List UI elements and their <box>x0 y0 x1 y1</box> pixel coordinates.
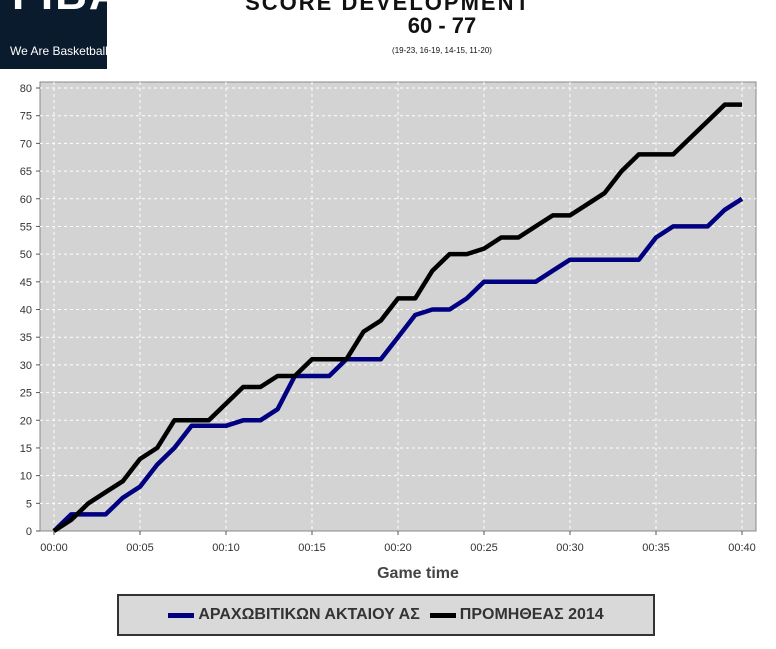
x-axis-label: Game time <box>377 565 459 582</box>
x-tick-label: 00:30 <box>556 542 584 554</box>
legend-label-team1: ΑΡΑΧΩΒΙΤΙΚΩΝ ΑΚΤΑΙΟΥ ΑΣ <box>198 606 420 623</box>
y-tick-label: 50 <box>20 249 32 261</box>
legend-label-team2: ΠΡΟΜΗΘΕΑΣ 2014 <box>459 606 604 623</box>
legend: ΑΡΑΧΩΒΙΤΙΚΩΝ ΑΚΤΑΙΟΥ ΑΣ ΠΡΟΜΗΘΕΑΣ 2014 <box>117 594 655 636</box>
fiba-logo: FIBA We Are Basketball <box>0 0 121 69</box>
y-tick-label: 30 <box>20 360 32 372</box>
x-tick-label: 00:10 <box>212 542 240 554</box>
x-tick-label: 00:15 <box>298 542 326 554</box>
quarter-scores: (19-23, 16-19, 14-15, 11-20) <box>392 46 492 55</box>
y-tick-label: 75 <box>20 111 32 123</box>
logo-brand: FIBA <box>12 0 123 20</box>
score-chart: 0 5 10 15 20 25 30 35 40 45 50 55 60 65 70 75 80 00:00 00:… <box>20 81 757 582</box>
x-tick-label: 00:40 <box>728 542 756 554</box>
y-tick-label: 15 <box>20 443 32 455</box>
legend-swatch-team1 <box>168 612 195 618</box>
y-tick-label: 55 <box>20 221 32 233</box>
series-line-1 <box>52 196 744 533</box>
y-tick-label: 0 <box>26 526 32 538</box>
y-tick-label: 25 <box>20 388 32 400</box>
y-tick-label: 45 <box>20 277 32 289</box>
final-score: 60 - 77 <box>407 13 477 38</box>
x-tick-label: 00:00 <box>40 542 68 554</box>
y-tick-label: 35 <box>20 332 32 344</box>
series-line-2 <box>52 102 742 533</box>
y-tick-label: 80 <box>20 83 32 95</box>
legend-swatch-team2 <box>429 612 456 618</box>
y-tick-label: 60 <box>20 194 32 206</box>
y-tick-label: 20 <box>20 415 32 427</box>
legend-item-team1: ΑΡΑΧΩΒΙΤΙΚΩΝ ΑΚΤΑΙΟΥ ΑΣ <box>168 606 420 624</box>
legend-item-team2: ΠΡΟΜΗΘΕΑΣ 2014 <box>429 606 604 624</box>
y-tick-label: 70 <box>20 138 32 150</box>
x-tick-label: 00:25 <box>470 542 498 554</box>
x-tick-label: 00:35 <box>642 542 670 554</box>
chart-title: SCORE DEVELOPMENT <box>245 0 531 15</box>
y-tick-label: 10 <box>20 471 32 483</box>
x-tick-label: 00:05 <box>126 542 154 554</box>
y-tick-label: 65 <box>20 166 32 178</box>
logo-tagline: We Are Basketball <box>10 44 108 58</box>
y-tick-label: 5 <box>26 498 32 510</box>
x-tick-label: 00:20 <box>384 542 412 554</box>
y-tick-label: 40 <box>20 305 32 317</box>
